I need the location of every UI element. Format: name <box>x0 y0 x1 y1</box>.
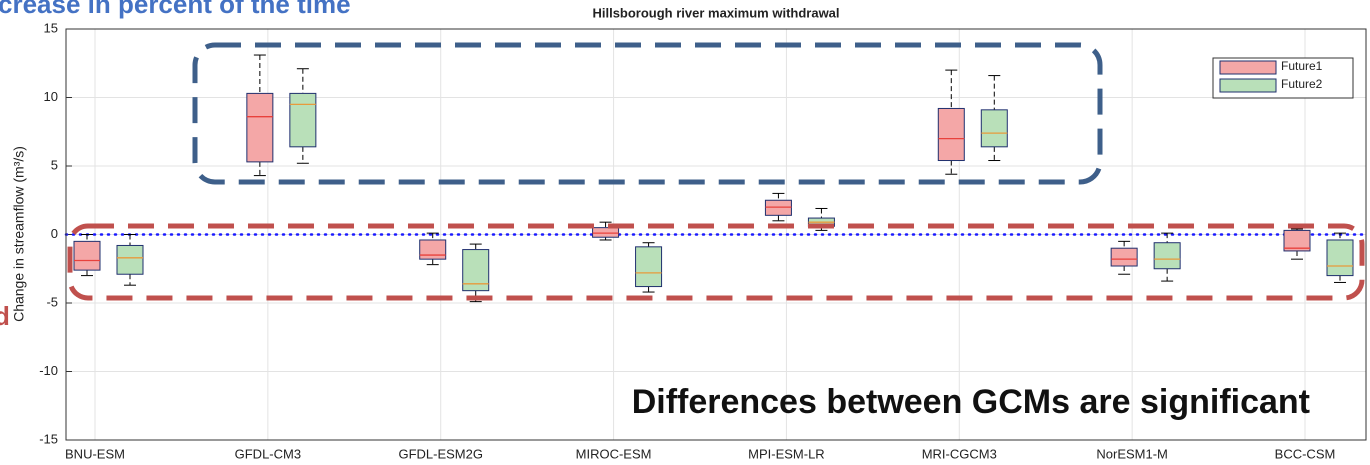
box <box>1326 239 1354 277</box>
box <box>764 199 792 216</box>
x-tick-label: MPI-ESM-LR <box>748 446 825 461</box>
x-tick-label: MRI-CGCM3 <box>922 446 997 461</box>
y-tick-label: 10 <box>44 89 58 104</box>
box <box>289 92 317 148</box>
highlight-box <box>67 223 1365 301</box>
x-tick-label: BCC-CSM <box>1275 446 1336 461</box>
box <box>116 244 144 275</box>
y-axis-label: Change in streamflow (m³/s) <box>11 146 27 322</box>
y-tick-label: -15 <box>39 431 58 446</box>
annotation: d <box>0 301 10 331</box>
y-tick-label: 15 <box>44 20 58 35</box>
x-tick-label: GFDL-CM3 <box>235 446 301 461</box>
box <box>73 240 101 271</box>
x-tick-label: GFDL-ESM2G <box>398 446 483 461</box>
y-tick-label: -5 <box>46 294 58 309</box>
y-tick-label: 5 <box>51 157 58 172</box>
box <box>1283 229 1311 252</box>
box <box>592 227 620 238</box>
annotation: crease in percent of the time <box>0 0 351 19</box>
box <box>635 246 663 288</box>
highlight-box <box>192 42 1103 185</box>
legend: Future1 Future2 <box>1212 57 1354 99</box>
y-tick-label: -10 <box>39 363 58 378</box>
box <box>462 249 490 292</box>
y-tick-label: 0 <box>51 226 58 241</box>
legend-label: Future1 <box>1281 59 1323 73</box>
legend-swatch <box>1219 78 1277 93</box>
box <box>1153 242 1181 270</box>
annotation: Differences between GCMs are significant <box>632 383 1310 421</box>
chart-title: Hillsborough river maximum withdrawal <box>592 5 839 20</box>
legend-swatch <box>1219 60 1277 75</box>
box <box>980 109 1008 148</box>
x-tick-label: BNU-ESM <box>65 446 125 461</box>
x-tick-label: MIROC-ESM <box>576 446 652 461</box>
box <box>1110 247 1138 267</box>
box <box>937 107 965 162</box>
axes-frame <box>65 28 1367 441</box>
legend-label: Future2 <box>1281 77 1323 91</box>
box <box>246 92 274 163</box>
plot-area: 15 10 5 0 -5 -10 -15 BNU-ESM GFDL-CM3 GFDL-ESM2G M… <box>39 20 1368 461</box>
box <box>419 239 447 260</box>
x-tick-label: NorESM1-M <box>1096 446 1168 461</box>
